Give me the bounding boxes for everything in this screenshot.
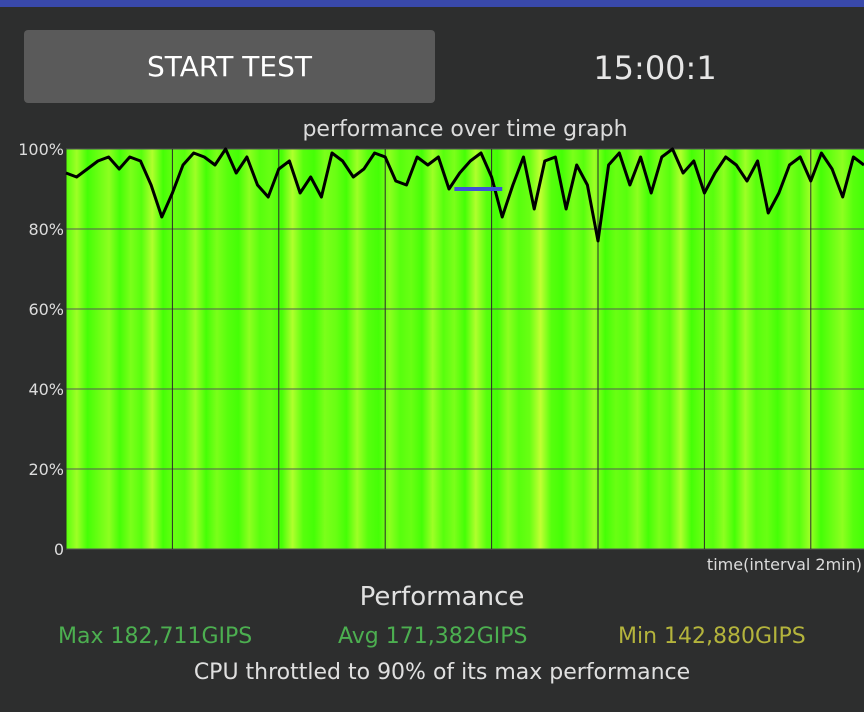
chart-grid bbox=[65, 148, 864, 550]
y-tick-label: 0 bbox=[54, 540, 64, 559]
performance-chart: 100% 80% 60% 40% 20% 0 time(interval 2min) bbox=[18, 140, 864, 574]
y-axis-tick-labels: 100% 80% 60% 40% 20% 0 bbox=[18, 140, 64, 559]
test-timer: 15:00:1 bbox=[593, 49, 717, 87]
x-axis-label: time(interval 2min) bbox=[707, 555, 862, 574]
plot-fill-bands bbox=[66, 149, 864, 549]
y-tick-label: 20% bbox=[28, 460, 64, 479]
y-tick-label: 80% bbox=[28, 220, 64, 239]
y-tick-label: 60% bbox=[28, 300, 64, 319]
y-tick-label: 40% bbox=[28, 380, 64, 399]
top-app-bar bbox=[0, 0, 864, 7]
y-tick-label: 100% bbox=[18, 140, 64, 159]
start-test-button[interactable]: START TEST bbox=[24, 30, 435, 103]
throttle-summary: CPU throttled to 90% of its max performa… bbox=[193, 660, 691, 685]
min-performance-value: Min 142,880GIPS bbox=[618, 624, 806, 649]
chart-title: performance over time graph bbox=[302, 117, 628, 142]
performance-line bbox=[65, 147, 864, 243]
avg-performance-value: Avg 171,382GIPS bbox=[338, 624, 528, 649]
performance-heading: Performance bbox=[359, 582, 525, 612]
max-performance-value: Max 182,711GIPS bbox=[58, 624, 253, 649]
